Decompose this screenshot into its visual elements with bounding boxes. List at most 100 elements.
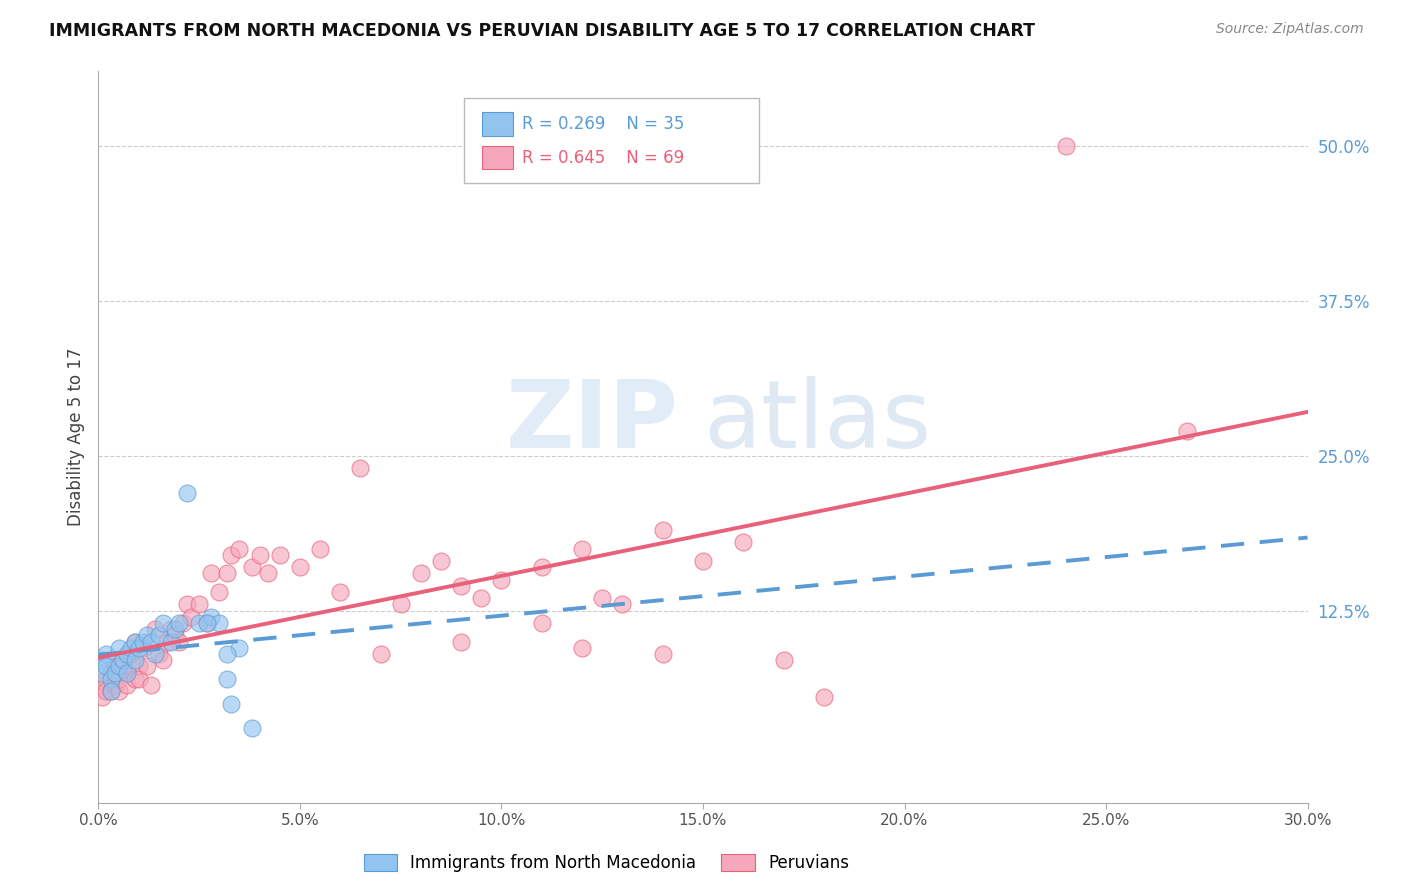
Point	[349, 461, 371, 475]
Text: R = 0.269    N = 35: R = 0.269 N = 35	[522, 115, 683, 133]
Point	[124, 653, 146, 667]
Point	[1054, 138, 1077, 153]
Point	[132, 634, 155, 648]
Point	[195, 615, 218, 630]
Point	[228, 640, 250, 655]
Point	[124, 634, 146, 648]
Point	[651, 523, 673, 537]
Point	[530, 615, 553, 630]
Point	[491, 573, 513, 587]
Point	[329, 585, 352, 599]
Point	[120, 640, 142, 655]
Point	[612, 598, 634, 612]
Point	[100, 684, 122, 698]
Point	[240, 722, 263, 736]
Point	[217, 647, 239, 661]
Point	[128, 672, 150, 686]
Point	[91, 690, 114, 705]
Point	[132, 640, 155, 655]
Point	[733, 535, 755, 549]
Text: IMMIGRANTS FROM NORTH MACEDONIA VS PERUVIAN DISABILITY AGE 5 TO 17 CORRELATION C: IMMIGRANTS FROM NORTH MACEDONIA VS PERUV…	[49, 22, 1035, 40]
Point	[96, 647, 118, 661]
Point	[1175, 424, 1198, 438]
Point	[240, 560, 263, 574]
Point	[115, 665, 138, 680]
Point	[200, 610, 222, 624]
Point	[160, 634, 183, 648]
Point	[120, 647, 142, 661]
Point	[152, 653, 174, 667]
Point	[180, 610, 202, 624]
Point	[115, 665, 138, 680]
Point	[188, 615, 211, 630]
Point	[450, 634, 472, 648]
Point	[107, 672, 129, 686]
Point	[167, 615, 190, 630]
Point	[217, 566, 239, 581]
Point	[135, 659, 157, 673]
Point	[221, 697, 243, 711]
Point	[163, 628, 186, 642]
Point	[96, 672, 118, 686]
Text: Source: ZipAtlas.com: Source: ZipAtlas.com	[1216, 22, 1364, 37]
Legend: Immigrants from North Macedonia, Peruvians: Immigrants from North Macedonia, Peruvia…	[357, 847, 856, 879]
Point	[100, 684, 122, 698]
Point	[470, 591, 492, 606]
Point	[409, 566, 432, 581]
Point	[530, 560, 553, 574]
Point	[269, 548, 291, 562]
Point	[91, 653, 114, 667]
Point	[103, 659, 125, 673]
Point	[176, 486, 198, 500]
Point	[651, 647, 673, 661]
Point	[143, 647, 166, 661]
Point	[571, 640, 593, 655]
Point	[188, 598, 211, 612]
Point	[148, 647, 170, 661]
Point	[692, 554, 714, 568]
Point	[217, 672, 239, 686]
Point	[120, 659, 142, 673]
Point	[111, 653, 134, 667]
Point	[163, 622, 186, 636]
Point	[107, 659, 129, 673]
Point	[430, 554, 453, 568]
Point	[139, 678, 162, 692]
Point	[124, 634, 146, 648]
Text: R = 0.645    N = 69: R = 0.645 N = 69	[522, 149, 683, 167]
Point	[107, 684, 129, 698]
Point	[124, 672, 146, 686]
Point	[389, 598, 412, 612]
Point	[591, 591, 613, 606]
Point	[139, 634, 162, 648]
Point	[91, 665, 114, 680]
Point	[111, 659, 134, 673]
Point	[128, 659, 150, 673]
Point	[172, 615, 194, 630]
Point	[135, 628, 157, 642]
Point	[370, 647, 392, 661]
Point	[571, 541, 593, 556]
Point	[195, 615, 218, 630]
Point	[103, 665, 125, 680]
Point	[152, 615, 174, 630]
Y-axis label: Disability Age 5 to 17: Disability Age 5 to 17	[66, 348, 84, 526]
Point	[156, 634, 179, 648]
Point	[96, 684, 118, 698]
Point	[221, 548, 243, 562]
Text: ZIP: ZIP	[506, 376, 679, 468]
Point	[148, 628, 170, 642]
Point	[91, 678, 114, 692]
Point	[256, 566, 278, 581]
Point	[772, 653, 794, 667]
Point	[249, 548, 271, 562]
Point	[309, 541, 332, 556]
Point	[167, 634, 190, 648]
Text: atlas: atlas	[703, 376, 931, 468]
Point	[200, 566, 222, 581]
Point	[228, 541, 250, 556]
Point	[143, 622, 166, 636]
Point	[208, 585, 231, 599]
Point	[813, 690, 835, 705]
Point	[115, 647, 138, 661]
